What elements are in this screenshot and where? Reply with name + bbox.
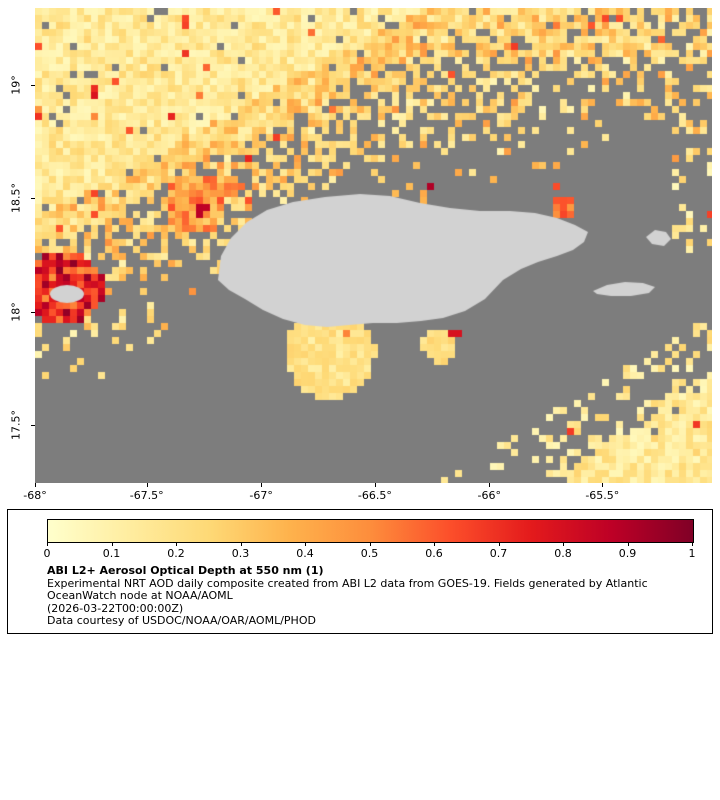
x-axis-tick-label: -68° <box>23 489 47 502</box>
legend-title: ABI L2+ Aerosol Optical Depth at 550 nm … <box>47 564 324 577</box>
colorbar-tick-label: 0.1 <box>102 547 121 560</box>
y-axis-tick-label: 19° <box>9 75 23 95</box>
legend-description-line1: Experimental NRT AOD daily composite cre… <box>47 576 648 590</box>
x-axis-tickmark <box>261 483 263 487</box>
colorbar-tick-label: 0.4 <box>296 547 314 560</box>
y-axis-tickmark <box>31 425 35 427</box>
x-axis-tickmark <box>146 483 148 487</box>
colorbar-tick-label: 0.9 <box>618 547 637 560</box>
legend-timestamp: (2026-03-22T00:00:00Z) <box>47 601 184 615</box>
colorbar-tick-label: 0.6 <box>425 547 443 560</box>
y-axis-tick-label: 17.5° <box>9 410 23 441</box>
x-axis-tick-label: -66.5° <box>357 489 392 502</box>
colorbar-tickmark <box>369 542 371 546</box>
colorbar-tick-label: 1 <box>688 547 696 560</box>
colorbar-tickmark <box>563 542 564 546</box>
colorbar-tickmark <box>240 542 242 546</box>
colorbar-tickmark <box>434 542 435 546</box>
colorbar-tickmark <box>498 542 500 546</box>
legend-text: ABI L2+ Aerosol Optical Depth at 550 nm … <box>47 564 700 628</box>
map-panel <box>35 8 712 483</box>
colorbar-tickmark <box>47 542 48 546</box>
colorbar-tick-label: 0 <box>43 547 51 560</box>
y-axis-tickmark <box>31 198 35 199</box>
x-axis-tick-label: -67° <box>249 489 273 502</box>
y-axis-tickmark <box>31 84 35 86</box>
colorbar-tickmark <box>305 542 306 546</box>
x-axis-tick-label: -67.5° <box>129 489 164 502</box>
y-axis-tickmark <box>31 312 35 313</box>
x-axis-tickmark <box>489 483 491 487</box>
colorbar-tick-label: 0.3 <box>231 547 250 560</box>
colorbar-tickmark <box>111 542 113 546</box>
x-axis-tickmark <box>374 483 376 487</box>
x-axis-tickmark <box>602 483 604 487</box>
legend-panel: 0 0.1 0.2 0.3 0.4 0.5 0.6 0.7 0.8 0.9 1 ABI L2+ Ae… <box>7 509 713 634</box>
aod-raster-canvas <box>35 8 712 483</box>
colorbar <box>47 519 694 543</box>
colorbar-tick-label: 0.2 <box>167 547 185 560</box>
x-axis-tick-label: -65.5° <box>585 489 620 502</box>
y-axis-tick-label: 18° <box>9 302 23 322</box>
colorbar-tickmark <box>692 542 693 546</box>
x-axis-tickmark <box>35 483 36 487</box>
colorbar-tickmark <box>176 542 177 546</box>
legend-courtesy: Data courtesy of USDOC/NOAA/OAR/AOML/PHO… <box>47 614 316 627</box>
x-axis-tick-label: -66° <box>477 489 501 502</box>
colorbar-tickmark <box>627 542 629 546</box>
legend-description-line2: OceanWatch node at NOAA/AOML <box>47 589 233 602</box>
colorbar-tick-label: 0.8 <box>554 547 572 560</box>
colorbar-tick-label: 0.5 <box>360 547 379 560</box>
y-axis-tick-label: 18.5° <box>9 183 23 213</box>
colorbar-tick-label: 0.7 <box>489 547 508 560</box>
